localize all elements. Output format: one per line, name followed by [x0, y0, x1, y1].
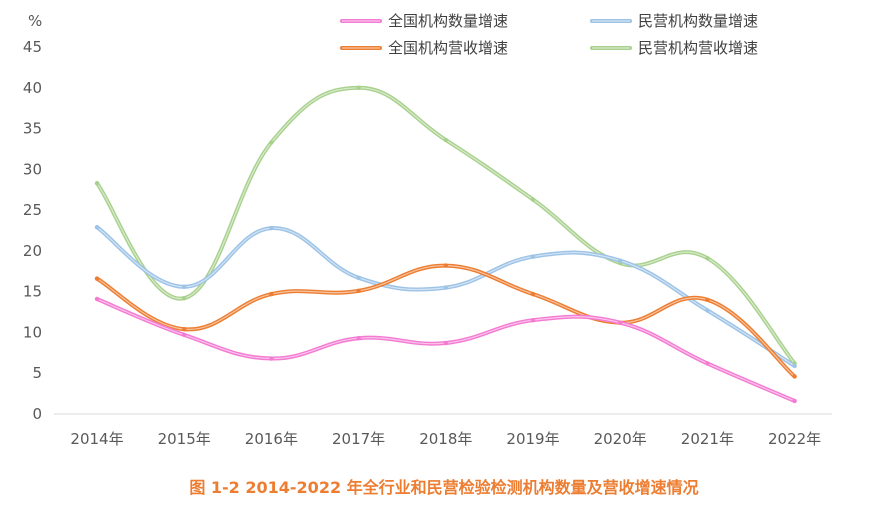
series-line-highlight [96, 87, 796, 364]
data-point [618, 258, 623, 263]
data-point [443, 285, 448, 290]
figure-caption: 图 1-2 2014-2022 年全行业和民营检验检测机构数量及营收增速情况 [189, 478, 699, 497]
y-tick-label: 0 [32, 405, 42, 423]
data-point [356, 275, 361, 281]
legend-label: 民营机构营收增速 [638, 39, 758, 57]
data-point [94, 296, 100, 302]
data-point [182, 326, 187, 332]
y-axis-ticks: 0 5 10 15 20 25 30 35 40 45 [23, 38, 42, 423]
legend-label: 全国机构营收增速 [388, 39, 508, 57]
series-points [94, 85, 797, 404]
x-tick-label: 2017年 [332, 430, 385, 448]
x-axis-ticks: 2014年 2015年 2016年 2017年 2018年 2019年 2020年 2021年… [70, 430, 821, 448]
y-tick-label: 5 [32, 364, 42, 382]
data-point [705, 361, 710, 366]
x-tick-label: 2018年 [419, 430, 472, 448]
data-point [269, 291, 274, 297]
data-point [618, 320, 623, 325]
y-tick-label: 40 [23, 79, 42, 97]
data-point [182, 332, 187, 338]
y-axis-unit-label: % [28, 12, 42, 30]
data-point [792, 398, 797, 404]
legend-label: 民营机构数量增速 [638, 12, 758, 30]
x-tick-label: 2016年 [245, 430, 298, 448]
y-tick-label: 15 [23, 283, 42, 301]
data-point [356, 288, 361, 294]
data-point [269, 140, 274, 145]
series-lines [95, 85, 797, 403]
y-tick-label: 45 [23, 38, 42, 56]
data-point [443, 137, 448, 143]
y-tick-label: 25 [23, 201, 42, 219]
data-point [443, 340, 448, 346]
data-point [94, 180, 100, 186]
data-point [94, 276, 100, 281]
series-line-outer [95, 85, 797, 366]
data-point [792, 363, 797, 369]
y-tick-label: 20 [23, 242, 42, 260]
data-point [530, 197, 536, 202]
data-point [530, 291, 536, 297]
data-point [705, 308, 710, 313]
x-tick-label: 2019年 [506, 430, 559, 448]
y-tick-label: 10 [23, 323, 42, 341]
data-point [94, 225, 100, 230]
x-tick-label: 2015年 [158, 430, 211, 448]
series-line-highlight [96, 298, 795, 402]
x-tick-label: 2014年 [70, 430, 123, 448]
line-chart: % 0 5 10 15 20 25 30 35 40 45 2014年 2015年 2016年 2017… [23, 12, 832, 448]
series-line-outer [95, 297, 797, 403]
x-tick-label: 2020年 [594, 430, 647, 448]
x-tick-label: 2021年 [681, 430, 734, 448]
data-point [443, 263, 448, 268]
data-point [530, 318, 536, 323]
legend-label: 全国机构数量增速 [388, 12, 508, 30]
data-point [182, 295, 187, 301]
data-point [705, 297, 710, 303]
data-point [792, 374, 797, 379]
data-point [269, 225, 274, 231]
data-point [182, 284, 187, 289]
data-point [269, 356, 274, 361]
y-tick-label: 35 [23, 120, 42, 138]
data-point [356, 335, 361, 341]
data-point [356, 85, 361, 90]
x-tick-label: 2022年 [768, 430, 821, 448]
data-point [530, 254, 536, 259]
y-tick-label: 30 [23, 160, 42, 178]
data-point [705, 256, 710, 261]
